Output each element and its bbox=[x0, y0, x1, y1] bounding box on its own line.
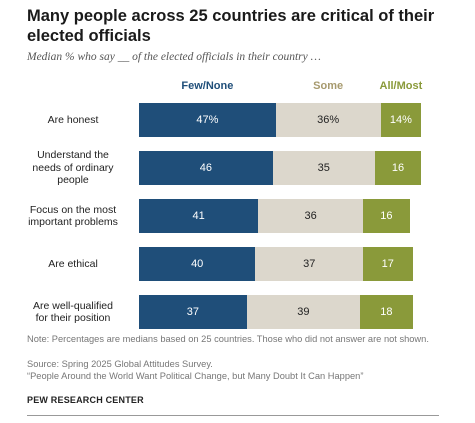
bar-segment bbox=[363, 199, 410, 233]
bar-value-label: 17 bbox=[381, 258, 394, 270]
bar-segment bbox=[363, 247, 413, 281]
bar-segment bbox=[139, 295, 247, 329]
category-label: Focus on the most important problems bbox=[14, 204, 132, 229]
category-label-line: for their position bbox=[35, 312, 111, 324]
bar-value-label: 36% bbox=[317, 114, 340, 126]
bar-segment bbox=[272, 151, 375, 185]
bar-value-label: 18 bbox=[380, 306, 393, 318]
bar-segment bbox=[246, 295, 361, 329]
footer-note: Note: Percentages are medians based on 2… bbox=[27, 334, 429, 344]
bar-value-label: 40 bbox=[191, 258, 204, 270]
bar-value-label: 37 bbox=[186, 306, 199, 318]
bar-value-label: 37 bbox=[303, 258, 316, 270]
bar-value-label: 14% bbox=[389, 114, 412, 126]
bar-segment bbox=[258, 199, 364, 233]
bar-segment bbox=[139, 199, 259, 233]
bar-value-label: 16 bbox=[380, 210, 393, 222]
bar-value-label: 35 bbox=[317, 162, 330, 174]
category-label: Are ethical bbox=[14, 258, 132, 271]
chart-subtitle: Median % who say __ of the elected offic… bbox=[27, 51, 321, 63]
bottom-rule bbox=[27, 415, 439, 416]
legend-few-none: Few/None bbox=[181, 80, 234, 92]
bar-segment bbox=[139, 151, 273, 185]
bar-segment bbox=[374, 151, 422, 185]
category-label: Understand the needs of ordinary people bbox=[14, 149, 132, 187]
bar-value-label: 16 bbox=[391, 162, 405, 174]
bar-segment bbox=[380, 103, 422, 137]
category-label-line: needs of ordinary bbox=[32, 161, 114, 174]
category-label-line: Understand the bbox=[37, 149, 109, 162]
footer-report: “People Around the World Want Political … bbox=[27, 371, 364, 381]
category-label-line: people bbox=[57, 174, 89, 187]
category-label-line: Are ethical bbox=[48, 257, 98, 270]
bar-segment bbox=[255, 247, 364, 281]
org-name: PEW RESEARCH CENTER bbox=[27, 395, 144, 405]
category-label-line: Are honest bbox=[47, 113, 99, 126]
bar-segment bbox=[275, 103, 381, 137]
bar-value-label: 39 bbox=[297, 306, 310, 318]
footer-source: Source: Spring 2025 Global Attitudes Sur… bbox=[27, 359, 213, 369]
legend-some: Some bbox=[313, 80, 344, 92]
bar-value-label: 36 bbox=[304, 210, 317, 222]
bar-segment bbox=[139, 247, 256, 281]
bar-value-label: 41 bbox=[192, 210, 205, 222]
category-label-line: Focus on the most bbox=[29, 203, 117, 216]
category-label: Are well-qualified for their position bbox=[14, 300, 132, 325]
bar-segment bbox=[139, 103, 276, 137]
category-label-line: important problems bbox=[28, 216, 118, 228]
bar-value-label: 46 bbox=[199, 162, 213, 174]
bar-value-label: 47% bbox=[196, 114, 219, 126]
category-label-line: Are well-qualified bbox=[33, 299, 113, 312]
bar-segment bbox=[360, 295, 413, 329]
legend-all-most: All/Most bbox=[379, 80, 423, 92]
chart-title: Many people across 25 countries are crit… bbox=[27, 7, 435, 45]
category-label: Are honest bbox=[14, 114, 132, 127]
